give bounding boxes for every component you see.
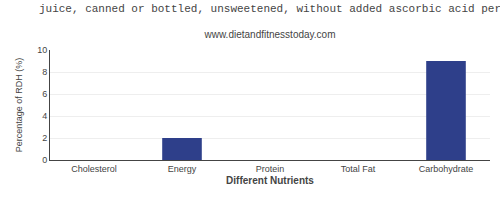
svg-text:2: 2 bbox=[42, 133, 47, 143]
svg-text:Cholesterol: Cholesterol bbox=[71, 164, 117, 174]
svg-text:Total Fat: Total Fat bbox=[341, 164, 376, 174]
svg-text:6: 6 bbox=[42, 89, 47, 99]
svg-text:8: 8 bbox=[42, 67, 47, 77]
svg-text:0: 0 bbox=[42, 155, 47, 165]
svg-text:Carbohydrate: Carbohydrate bbox=[419, 164, 474, 174]
svg-text:Percentage of RDH (%): Percentage of RDH (%) bbox=[14, 58, 24, 153]
svg-text:Energy: Energy bbox=[168, 164, 197, 174]
svg-text:www.dietandfitnesstoday.com: www.dietandfitnesstoday.com bbox=[204, 29, 336, 40]
svg-text:4: 4 bbox=[42, 111, 47, 121]
svg-text:Different Nutrients: Different Nutrients bbox=[226, 175, 314, 186]
svg-text:Protein: Protein bbox=[256, 164, 285, 174]
svg-text:juice, canned or bottled, unsw: juice, canned or bottled, unsweetened, w… bbox=[39, 3, 500, 15]
svg-text:10: 10 bbox=[37, 45, 47, 55]
